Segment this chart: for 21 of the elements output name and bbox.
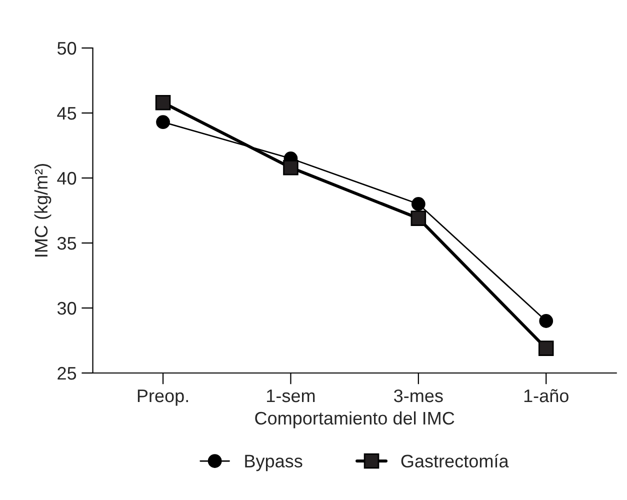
x-tick-label: Preop. [138,390,188,406]
y-tick-label: 50 [57,42,76,55]
y-tick-label: 35 [57,236,76,250]
point [156,115,170,130]
point [155,94,171,110]
y-axis-title: IMC (kg/m²) [34,164,52,256]
point [410,210,426,226]
point [539,314,554,328]
point [411,197,426,211]
legend-label: Gastrectomía [401,454,509,468]
x-axis-title: Comportamiento del IMC [255,411,454,428]
point [283,160,298,176]
x-tick-label: 1-sem [267,390,315,402]
point [538,340,554,356]
y-tick-label: 45 [57,107,76,120]
legend-label: Bypass [245,454,302,472]
y-tick-label: 25 [58,366,76,380]
y-tick-label: 40 [57,172,76,185]
y-tick-label: 30 [57,302,76,315]
x-tick-label: 3-mes [394,389,443,402]
x-tick-label: 1-año [524,389,568,402]
